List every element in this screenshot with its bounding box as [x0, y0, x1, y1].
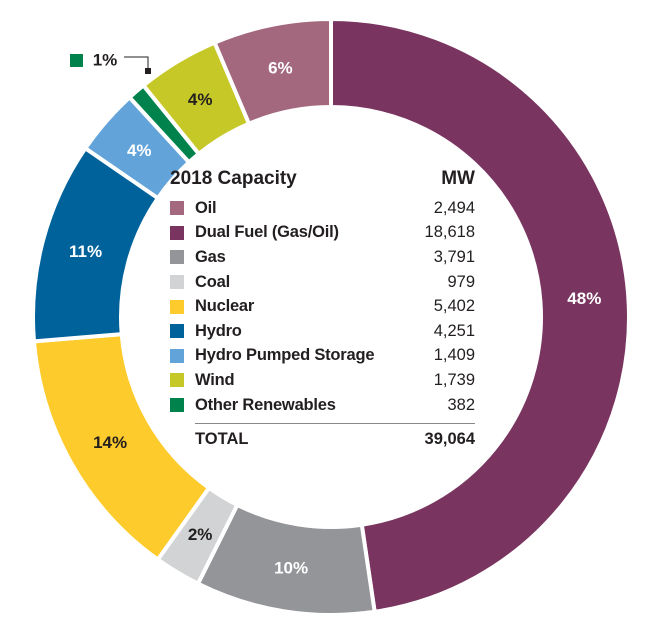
callout-line	[124, 56, 149, 70]
legend-item: Nuclear 5,402	[170, 294, 475, 319]
legend-label: Wind	[195, 370, 235, 389]
legend-swatch	[170, 398, 184, 413]
legend-swatch	[170, 250, 184, 265]
legend-swatch	[170, 201, 184, 216]
legend-item: Hydro Pumped Storage 1,409	[170, 344, 475, 369]
legend-swatch	[170, 299, 184, 314]
callout-marker	[145, 68, 151, 74]
legend-value: 1,739	[433, 370, 475, 389]
slice-dual-fuel-gas-oil	[329, 16, 631, 615]
chart-title: 2018 Capacity	[170, 168, 297, 189]
legend-label: Hydro Pumped Storage	[195, 346, 375, 365]
legend-total-row: TOTAL 39,064	[195, 424, 475, 454]
total-divider	[195, 423, 475, 425]
slice-label: 4%	[188, 90, 213, 109]
slice-oil	[212, 16, 333, 127]
legend-swatch	[170, 225, 184, 240]
callout-swatch	[70, 54, 83, 67]
legend-value: 1,409	[433, 346, 475, 365]
total-value: 39,064	[424, 429, 475, 448]
legend-value: 18,618	[424, 223, 475, 242]
legend-swatch	[170, 275, 184, 290]
legend-value: 5,402	[433, 297, 475, 316]
slice-label: 48%	[567, 289, 601, 308]
total-label: TOTAL	[195, 429, 249, 448]
legend-value: 3,791	[433, 247, 475, 266]
legend-item: Coal 979	[170, 270, 475, 295]
legend-item: Other Renewables 382	[170, 393, 475, 418]
legend-swatch	[170, 373, 184, 388]
value-header: MW	[441, 168, 475, 189]
legend-value: 4,251	[433, 321, 475, 340]
legend-value: 382	[447, 395, 475, 414]
legend-item: Dual Fuel (Gas/Oil) 18,618	[170, 221, 475, 246]
slice-label: 11%	[69, 242, 102, 261]
legend-value: 979	[447, 272, 475, 291]
slice-label: 10%	[274, 558, 308, 577]
slice-label: 4%	[127, 141, 152, 160]
legend-label: Coal	[195, 272, 230, 291]
legend-value: 2,494	[433, 198, 475, 217]
legend-label: Hydro	[195, 321, 242, 340]
slice-label: 14%	[93, 433, 127, 452]
legend-swatch	[170, 324, 184, 339]
legend-swatch	[170, 348, 184, 363]
legend-label: Oil	[195, 198, 217, 217]
legend-label: Other Renewables	[195, 395, 336, 414]
legend-label: Dual Fuel (Gas/Oil)	[195, 223, 339, 242]
legend-item: Gas 3,791	[170, 245, 475, 270]
legend-header: 2018 Capacity MW	[170, 168, 475, 196]
slice-label: 1%	[93, 51, 118, 70]
legend-label: Nuclear	[195, 297, 255, 316]
legend-item: Oil 2,494	[170, 196, 475, 221]
legend-label: Gas	[195, 247, 226, 266]
legend: 2018 Capacity MW Oil 2,494 Dual Fuel (Ga…	[170, 168, 475, 454]
legend-item: Wind 1,739	[170, 368, 475, 393]
legend-item: Hydro 4,251	[170, 319, 475, 344]
slice-label: 6%	[268, 59, 293, 78]
slice-label: 2%	[188, 525, 213, 544]
